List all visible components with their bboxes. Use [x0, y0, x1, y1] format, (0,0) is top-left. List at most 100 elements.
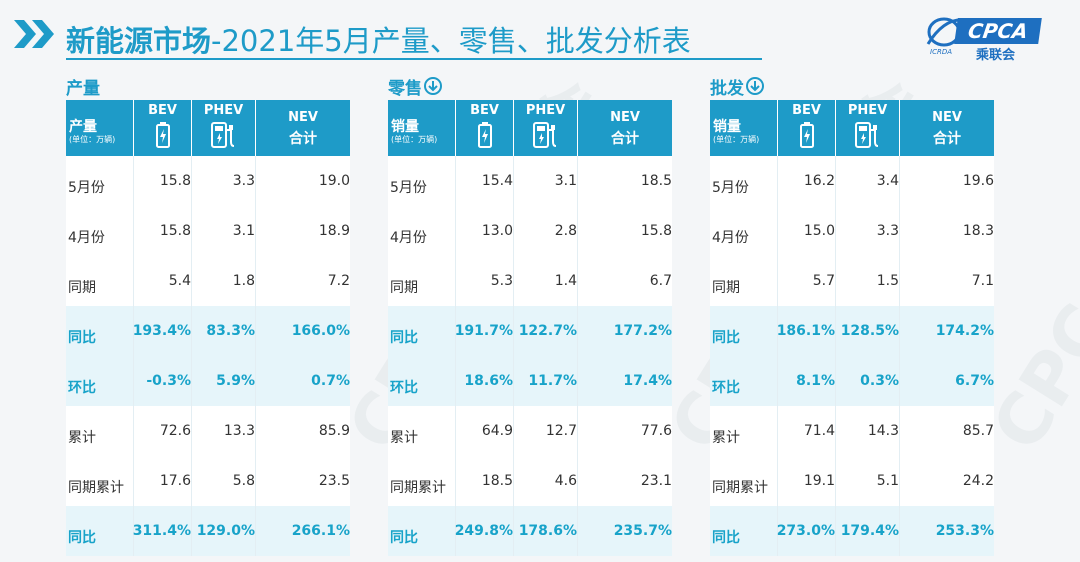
table-row: 4月份 15.0 3.3 18.3 [710, 206, 994, 256]
cell-nev: 7.1 [900, 256, 994, 306]
cell-nev: 24.2 [900, 456, 994, 506]
cell-phev: 179.4% [836, 506, 900, 556]
cell-label: 同比 [388, 306, 456, 356]
nev-value: 18.3 [962, 223, 994, 239]
bev-value: 193.4% [132, 323, 191, 339]
cell-nev: 15.8 [578, 206, 672, 256]
header-cell-label: 销量 (单位：万辆) [710, 100, 778, 156]
nev-value: 235.7% [613, 523, 672, 539]
table-body: 5月份 15.8 3.3 19.0 4月份 15.8 3.1 18.9 同期 5.4 1.8 7.2 同… [66, 156, 350, 556]
nev-value: 177.2% [613, 323, 672, 339]
cell-label: 同期 [66, 256, 134, 306]
cell-phev: 83.3% [192, 306, 256, 356]
cell-bev: 191.7% [454, 306, 514, 356]
row-label: 5月份 [68, 180, 105, 196]
arrow-down-circle-icon [746, 77, 764, 95]
cell-nev: 85.7 [900, 406, 994, 456]
page-title-main: 新能源市场 [66, 24, 212, 58]
double-chevron-icon [14, 20, 54, 48]
table-row: 同比 273.0% 179.4% 253.3% [710, 506, 994, 556]
cell-bev: -0.3% [134, 356, 192, 406]
row-label: 4月份 [712, 230, 749, 246]
cell-nev: 166.0% [256, 306, 350, 356]
row-label: 4月份 [390, 230, 427, 246]
row-label: 5月份 [712, 180, 749, 196]
cell-phev: 1.8 [192, 256, 256, 306]
panel-caption-text: 产量 [66, 78, 100, 99]
cell-phev: 129.0% [192, 506, 256, 556]
cell-phev: 178.6% [514, 506, 578, 556]
cell-bev: 15.4 [456, 156, 514, 206]
bev-value: 15.8 [159, 223, 191, 239]
cell-label: 同期 [710, 256, 778, 306]
nev-value: 18.5 [640, 173, 672, 189]
header-cell-phev: PHEV [192, 100, 256, 156]
bev-value: 191.7% [454, 323, 513, 339]
cell-bev: 311.4% [132, 506, 192, 556]
header-cell-nev: NEV 合计 [578, 100, 672, 156]
header-phev: PHEV [525, 103, 566, 118]
cell-bev: 18.6% [456, 356, 514, 406]
cell-bev: 5.4 [134, 256, 192, 306]
cell-nev: 18.5 [578, 156, 672, 206]
phev-value: 3.3 [232, 173, 255, 189]
cell-bev: 19.1 [778, 456, 836, 506]
cell-bev: 17.6 [134, 456, 192, 506]
cell-bev: 8.1% [778, 356, 836, 406]
row-label: 累计 [68, 430, 96, 446]
phev-value: 11.7% [528, 373, 577, 389]
table-row: 同比 193.4% 83.3% 166.0% [66, 306, 350, 356]
row-label: 同期 [68, 280, 96, 296]
title-bar: 新能源市场-2021年5月产量、零售、批发分析表 CPCA 乘联会 ICRDA [0, 0, 1080, 66]
cell-label: 5月份 [710, 156, 778, 206]
bev-value: 18.5 [481, 473, 513, 489]
cell-phev: 11.7% [514, 356, 578, 406]
table-body: 5月份 16.2 3.4 19.6 4月份 15.0 3.3 18.3 同期 5.7 1.5 7.1 同… [710, 156, 994, 556]
row-label: 同比 [68, 530, 96, 546]
header-phev: PHEV [847, 103, 888, 118]
cell-nev: 6.7% [900, 356, 994, 406]
header-cell-nev: NEV 合计 [256, 100, 350, 156]
row-label: 同期累计 [390, 480, 446, 496]
bev-value: 186.1% [776, 323, 835, 339]
logo-subtext: 乘联会 [976, 48, 1016, 63]
phev-value: 4.6 [554, 473, 577, 489]
cell-label: 同比 [66, 306, 134, 356]
cell-label: 同期累计 [710, 456, 778, 506]
cell-bev: 186.1% [776, 306, 836, 356]
cell-bev: 5.3 [456, 256, 514, 306]
cell-bev: 193.4% [132, 306, 192, 356]
table-row: 4月份 13.0 2.8 15.8 [388, 206, 672, 256]
phev-value: 1.5 [876, 273, 899, 289]
cpca-logo: CPCA 乘联会 ICRDA [926, 12, 1044, 63]
cell-label: 环比 [66, 356, 134, 406]
cell-phev: 122.7% [514, 306, 578, 356]
bev-value: 311.4% [132, 523, 191, 539]
cell-label: 4月份 [388, 206, 456, 256]
nev-value: 24.2 [962, 473, 994, 489]
cell-phev: 3.3 [192, 156, 256, 206]
table-row: 5月份 16.2 3.4 19.6 [710, 156, 994, 206]
cell-nev: 77.6 [578, 406, 672, 456]
cell-phev: 0.3% [836, 356, 900, 406]
header-nev: NEV [610, 110, 640, 125]
cell-nev: 23.1 [578, 456, 672, 506]
table-row: 环比 8.1% 0.3% 6.7% [710, 356, 994, 406]
nev-value: 23.5 [318, 473, 350, 489]
header-cell-phev: PHEV [836, 100, 900, 156]
phev-value: 0.3% [860, 373, 899, 389]
cell-phev: 1.4 [514, 256, 578, 306]
row-label: 4月份 [68, 230, 105, 246]
bev-value: 17.6 [159, 473, 191, 489]
cell-label: 5月份 [388, 156, 456, 206]
header-row-label: 销量 [391, 119, 419, 135]
table-header: 产量 (单位：万辆) BEV PHEV [66, 100, 350, 156]
row-label: 环比 [68, 380, 96, 396]
cell-nev: 17.4% [578, 356, 672, 406]
row-label: 环比 [712, 380, 740, 396]
row-label: 环比 [390, 380, 418, 396]
cell-phev: 13.3 [192, 406, 256, 456]
phev-value: 179.4% [840, 523, 899, 539]
bev-value: 15.8 [159, 173, 191, 189]
bev-value: 16.2 [803, 173, 835, 189]
